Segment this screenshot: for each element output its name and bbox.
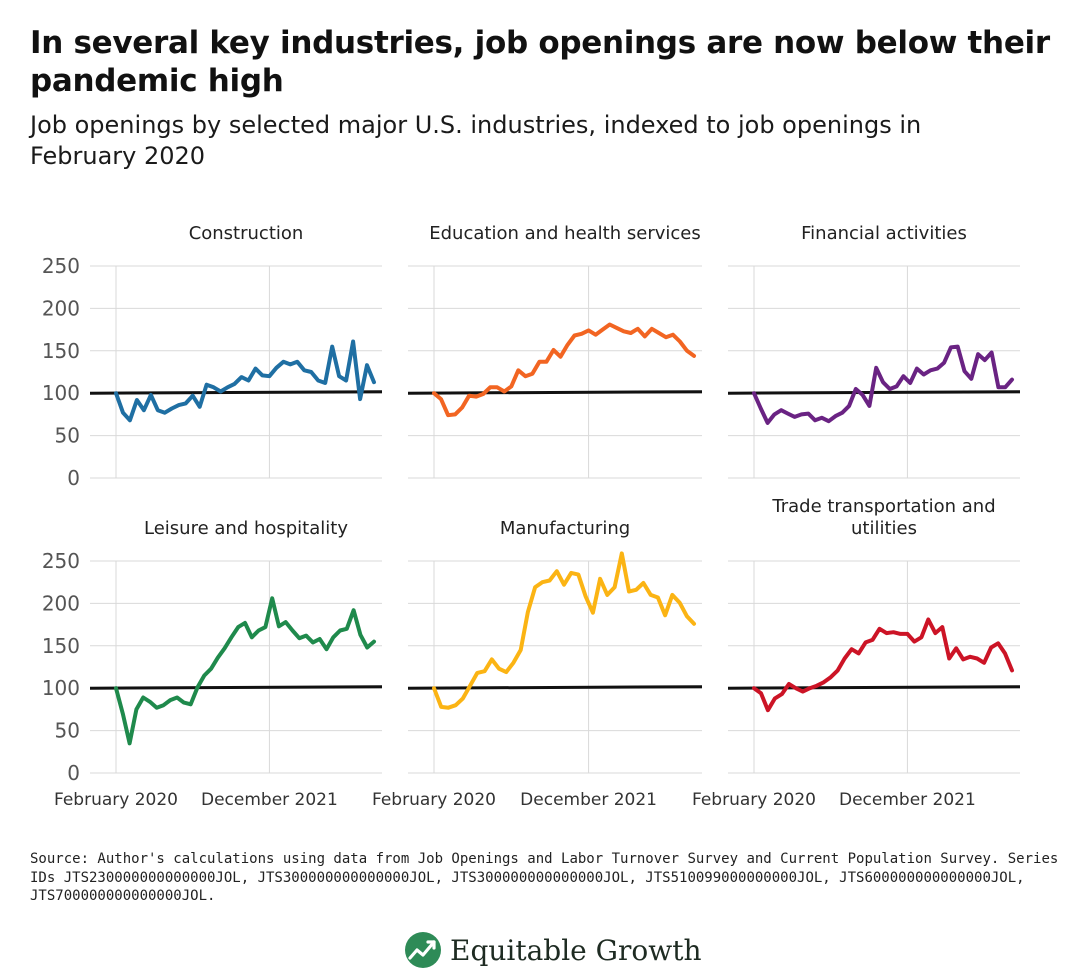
baseline-100-line <box>407 685 703 690</box>
y-tick-label: 250 <box>42 254 80 278</box>
x-tick-label: December 2021 <box>839 790 976 810</box>
baseline-100-line <box>727 390 1021 395</box>
panel-title: Education and health services <box>429 223 700 244</box>
baseline-100-line <box>89 685 383 690</box>
logo-text: Equitable Growth <box>450 933 702 967</box>
x-tick-label: February 2020 <box>372 790 496 810</box>
equitable-growth-logo: Equitable Growth <box>404 928 702 972</box>
series-line <box>114 596 376 746</box>
y-tick-label: 250 <box>42 549 80 573</box>
series-line <box>432 322 696 418</box>
x-tick-label: February 2020 <box>692 790 816 810</box>
panel-title: utilities <box>851 518 917 539</box>
baseline-100-line <box>407 390 703 395</box>
x-tick-label: February 2020 <box>54 790 178 810</box>
baseline-100-line <box>727 685 1021 690</box>
series-line <box>752 617 1014 713</box>
x-tick-label: December 2021 <box>520 790 657 810</box>
y-tick-label: 0 <box>67 466 80 490</box>
panel-title: Manufacturing <box>500 518 630 539</box>
y-tick-label: 150 <box>42 339 80 363</box>
series-line <box>752 344 1014 425</box>
y-tick-label: 0 <box>67 761 80 785</box>
chart-title: In several key industries, job openings … <box>30 25 1050 99</box>
y-tick-label: 100 <box>42 381 80 405</box>
panel-title: Construction <box>189 223 304 244</box>
panel-5: Manufacturing February 2020 December 2021 <box>372 518 703 810</box>
y-tick-label: 50 <box>55 719 80 743</box>
y-tick-label: 50 <box>55 424 80 448</box>
panel-title: Leisure and hospitality <box>144 518 348 539</box>
series-line <box>432 551 696 710</box>
panel-title: Financial activities <box>801 223 967 244</box>
source-note: Source: Author's calculations using data… <box>30 851 1059 904</box>
series-line <box>114 339 376 423</box>
panel-3: Financial activities <box>727 223 1021 479</box>
y-tick-label: 200 <box>42 591 80 615</box>
panel-4: Leisure and hospitality 250 200 150 100 50 0 Fe… <box>42 518 383 810</box>
y-tick-label: 100 <box>42 676 80 700</box>
growth-chart-logo-icon <box>405 932 441 968</box>
y-tick-label: 150 <box>42 634 80 658</box>
panel-title: Trade transportation and <box>771 496 995 517</box>
x-tick-label: December 2021 <box>201 790 338 810</box>
panel-1: Construction 250 200 150 100 50 0 <box>42 223 383 490</box>
baseline-100-line <box>89 390 383 395</box>
panel-2: Education and health services <box>407 223 703 479</box>
y-tick-label: 200 <box>42 296 80 320</box>
chart-subtitle: Job openings by selected major U.S. indu… <box>30 111 922 170</box>
